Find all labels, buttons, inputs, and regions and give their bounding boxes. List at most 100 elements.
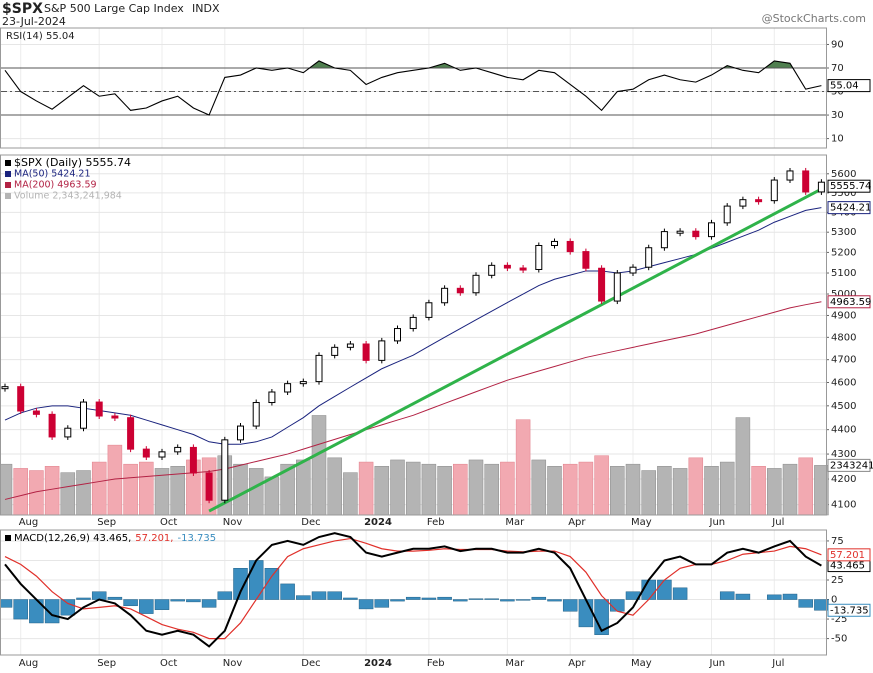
price-bar xyxy=(708,222,715,238)
x-tick-label: Aug xyxy=(19,517,39,528)
y-tick-label: 70 xyxy=(831,63,844,74)
histogram-bar xyxy=(280,583,295,600)
price-bar xyxy=(660,231,668,249)
histogram-bar xyxy=(0,599,13,608)
volume-bar xyxy=(264,476,280,516)
volume-bar xyxy=(735,417,751,516)
histogram-bar xyxy=(327,591,342,600)
volume-bar xyxy=(343,472,358,516)
price-bar xyxy=(189,446,197,474)
x-tick-label: 2024 xyxy=(364,517,392,528)
histogram-bar xyxy=(60,599,76,616)
source: @StockCharts.com xyxy=(762,12,866,25)
histogram-bar xyxy=(170,599,185,602)
y-tick-label: 25 xyxy=(831,575,844,586)
price-bar xyxy=(252,402,260,427)
volume-bar xyxy=(327,457,342,516)
price-bar xyxy=(409,316,417,330)
price-bar xyxy=(551,240,558,246)
value-label-box xyxy=(827,603,871,617)
index-name: S&P 500 Large Cap Index xyxy=(44,2,184,15)
volume-bar xyxy=(311,415,327,516)
volume-bar xyxy=(0,463,13,516)
x-tick-label: Jun xyxy=(709,658,726,669)
price-bar xyxy=(535,244,543,270)
volume-bar xyxy=(405,461,421,516)
histogram-bar xyxy=(390,599,405,602)
volume-bar xyxy=(13,468,28,516)
panel-frame xyxy=(0,529,827,656)
legend-swatch xyxy=(5,160,11,166)
price-bar xyxy=(739,199,747,207)
x-tick-label: Jun xyxy=(709,517,726,528)
histogram-bar xyxy=(44,599,60,624)
histogram-bar xyxy=(453,599,468,602)
volume-bar xyxy=(547,466,562,516)
histogram-bar xyxy=(139,599,154,614)
volume-bar xyxy=(76,470,91,516)
volume-bar xyxy=(358,461,374,516)
volume-bar xyxy=(625,463,641,516)
y-tick-label: -25 xyxy=(831,614,847,625)
volume-bar xyxy=(515,419,531,516)
volume-bar xyxy=(468,459,484,516)
legend-swatch xyxy=(5,171,11,177)
price-bar xyxy=(817,181,825,193)
moving-average xyxy=(4,301,822,500)
price-bar xyxy=(48,413,56,438)
y-tick-label: 4300 xyxy=(831,449,856,460)
histogram-bar xyxy=(798,599,813,608)
price-bar xyxy=(142,448,150,458)
price-bar xyxy=(95,401,103,417)
price-bar xyxy=(268,391,276,404)
price-bar xyxy=(346,343,354,348)
price-bar xyxy=(645,247,653,268)
symbol: $SPX xyxy=(2,1,43,17)
y-tick-label: 4100 xyxy=(831,500,856,511)
x-tick-label: Sep xyxy=(97,658,116,669)
price-bar xyxy=(472,274,480,294)
histogram-bar xyxy=(358,599,374,610)
volume-bar xyxy=(248,468,264,516)
legend-swatch xyxy=(5,535,11,541)
y-tick-label: 10 xyxy=(831,134,844,145)
y-tick-label: 5600 xyxy=(831,169,856,180)
price-bar xyxy=(127,417,135,450)
volume-bar xyxy=(704,466,719,516)
histogram-bar xyxy=(374,599,390,608)
volume-bar xyxy=(484,463,499,516)
value-label-box xyxy=(827,79,871,93)
price-bar xyxy=(802,170,810,193)
histogram-bar xyxy=(767,594,782,600)
x-tick-label: Mar xyxy=(505,658,525,669)
y-tick-label: 5300 xyxy=(831,227,856,238)
legend-swatch xyxy=(5,182,11,188)
histogram-bar xyxy=(610,599,625,612)
price-bar xyxy=(331,346,339,356)
x-tick-label: Apr xyxy=(568,517,586,528)
histogram-bar xyxy=(484,598,499,600)
histogram-bar xyxy=(437,596,452,600)
histogram-bar xyxy=(562,599,578,612)
price-bar xyxy=(629,266,637,274)
y-tick-label: 4700 xyxy=(831,355,856,366)
price-bar xyxy=(284,383,292,393)
y-tick-label: 4900 xyxy=(831,310,856,321)
histogram-bar xyxy=(154,599,170,610)
price-bar xyxy=(205,472,213,501)
value-label-box xyxy=(827,458,871,472)
value-label-box xyxy=(827,201,871,215)
value-label: 57.201 xyxy=(830,550,865,561)
histogram-bar xyxy=(91,591,107,600)
x-tick-label: Nov xyxy=(223,517,243,528)
histogram-bar xyxy=(531,596,547,600)
y-tick-label: 75 xyxy=(831,536,844,547)
legend-entry: MA(200) 4963.59 xyxy=(14,180,97,191)
value-label: -13.735 xyxy=(830,605,869,616)
volume-bar xyxy=(453,463,468,516)
x-tick-label: Mar xyxy=(505,517,525,528)
y-tick-label: 4600 xyxy=(831,378,856,389)
x-tick-label: Dec xyxy=(301,517,320,528)
value-label-box xyxy=(827,179,871,193)
